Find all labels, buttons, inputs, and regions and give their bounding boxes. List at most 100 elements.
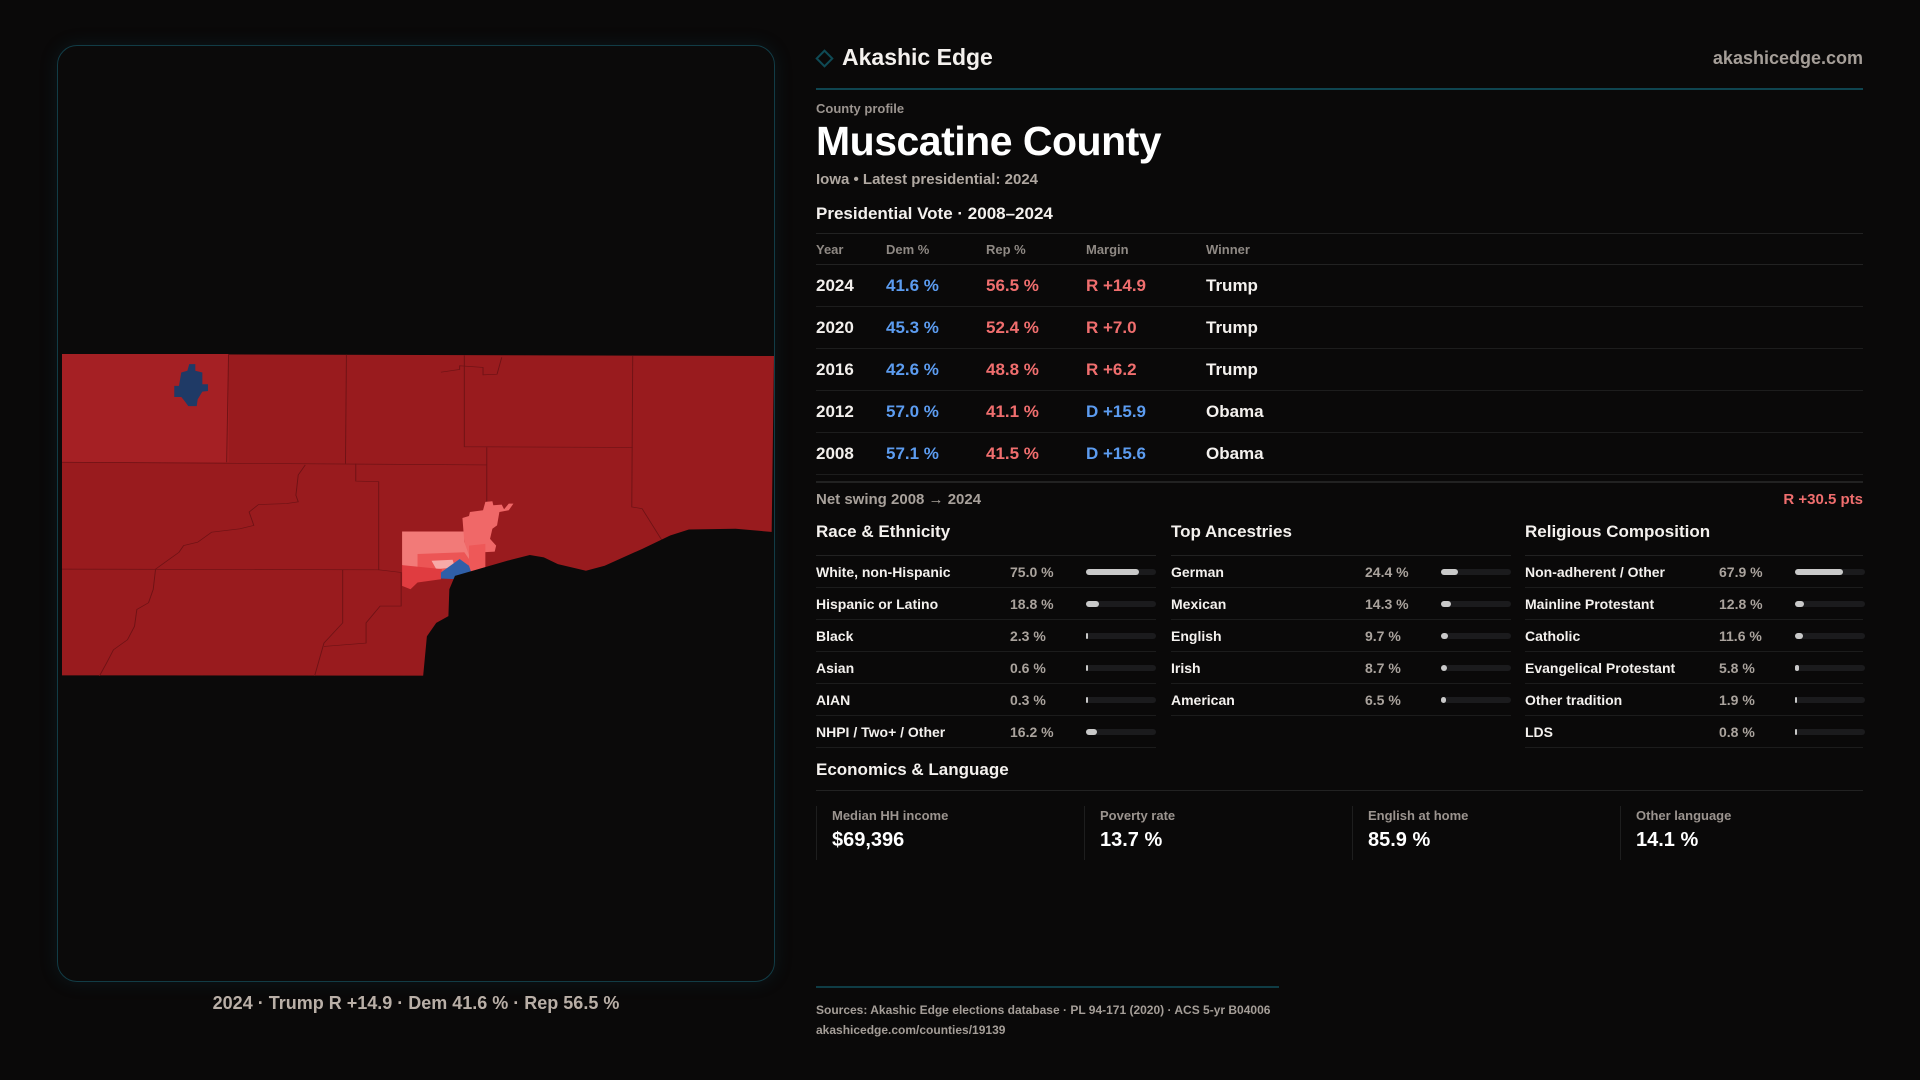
list-item: NHPI / Two+ / Other 16.2 %	[816, 716, 1156, 748]
winner-cell: Obama	[1206, 390, 1863, 433]
economics-heading: Economics & Language	[816, 760, 1863, 791]
dem-cell: 57.0 %	[886, 390, 986, 433]
bar-track	[1441, 665, 1511, 671]
bar-track	[1795, 633, 1865, 639]
item-label: American	[1171, 692, 1235, 708]
wilton-dem-area	[174, 364, 208, 407]
bar-track	[1795, 729, 1865, 735]
item-value: 24.4 %	[1365, 564, 1409, 580]
bar-fill	[1441, 569, 1459, 575]
list-item: Non-adherent / Other 67.9 %	[1525, 556, 1865, 588]
list-item: American 6.5 %	[1171, 684, 1511, 716]
item-value: 0.3 %	[1010, 692, 1046, 708]
bar-track	[1086, 729, 1156, 735]
township-boundaries	[62, 354, 664, 676]
site-link[interactable]: akashicedge.com	[1712, 48, 1863, 68]
margin-cell: D +15.6	[1086, 432, 1206, 475]
stat-card: Median HH income $69,396	[816, 806, 1066, 860]
list-item: White, non-Hispanic 75.0 %	[816, 556, 1156, 588]
item-value: 67.9 %	[1719, 564, 1763, 580]
item-label: NHPI / Two+ / Other	[816, 724, 946, 740]
bar-track	[1086, 633, 1156, 639]
list-item: AIAN 0.3 %	[816, 684, 1156, 716]
map-panel	[57, 45, 775, 982]
bar-fill	[1795, 569, 1843, 575]
mississippi-river	[423, 528, 774, 676]
item-value: 18.8 %	[1010, 596, 1054, 612]
item-value: 0.6 %	[1010, 660, 1046, 676]
list-item: Black 2.3 %	[816, 620, 1156, 652]
stat-value: $69,396	[832, 829, 905, 851]
county-link[interactable]: akashicedge.com/counties/19139	[816, 1023, 1006, 1037]
item-label: English	[1171, 628, 1222, 644]
stat-value: 13.7 %	[1100, 829, 1163, 851]
item-label: Non-adherent / Other	[1525, 564, 1666, 580]
bar-track	[1441, 633, 1511, 639]
stat-card: Poverty rate 13.7 %	[1084, 806, 1334, 860]
table-row: 2008 57.1 % 41.5 % D +15.6 Obama	[816, 432, 1863, 475]
item-value: 16.2 %	[1010, 724, 1054, 740]
item-value: 12.8 %	[1719, 596, 1763, 612]
margin-cell: R +6.2	[1086, 348, 1206, 391]
item-label: White, non-Hispanic	[816, 564, 951, 580]
bar-fill	[1086, 697, 1088, 703]
rep-cell: 56.5 %	[986, 264, 1086, 307]
brand-name: Akashic Edge	[842, 44, 993, 70]
item-value: 5.8 %	[1719, 660, 1755, 676]
bar-fill	[1441, 601, 1451, 607]
race-heading: Race & Ethnicity	[816, 520, 1156, 556]
stat-label: Poverty rate	[1100, 808, 1176, 823]
rep-cell: 48.8 %	[986, 348, 1086, 391]
item-label: Other tradition	[1525, 692, 1623, 708]
bar-fill	[1795, 601, 1804, 607]
margin-cell: R +7.0	[1086, 306, 1206, 349]
rep-cell: 41.5 %	[986, 432, 1086, 475]
column-header: Margin	[1086, 233, 1206, 265]
bar-fill	[1441, 665, 1448, 671]
city-precinct-east	[468, 543, 486, 573]
economics-cards: Median HH income $69,396 Poverty rate 13.7 …	[816, 806, 1863, 860]
religion-heading: Religious Composition	[1525, 520, 1863, 556]
diamond-logo-icon	[815, 49, 834, 68]
list-item: Evangelical Protestant 5.8 %	[1525, 652, 1865, 684]
bar-track	[1086, 697, 1156, 703]
bar-fill	[1795, 697, 1797, 703]
bar-fill	[1086, 633, 1088, 639]
bar-track	[1441, 601, 1511, 607]
rep-cell: 52.4 %	[986, 306, 1086, 349]
bar-fill	[1795, 633, 1804, 639]
winner-cell: Trump	[1206, 264, 1863, 307]
list-item: Mainline Protestant 12.8 %	[1525, 588, 1865, 620]
list-item: Other tradition 1.9 %	[1525, 684, 1865, 716]
column-header: Winner	[1206, 233, 1863, 265]
net-swing-label: Net swing 2008 → 2024	[816, 491, 982, 508]
item-label: Hispanic or Latino	[816, 596, 939, 612]
item-value: 11.6 %	[1719, 628, 1762, 644]
dem-cell: 41.6 %	[886, 264, 986, 307]
list-item: Catholic 11.6 %	[1525, 620, 1865, 652]
net-swing: Net swing 2008 → 2024 R +30.5 pts	[816, 481, 1863, 508]
list-item: Irish 8.7 %	[1171, 652, 1511, 684]
winner-cell: Trump	[1206, 348, 1863, 391]
stat-value: 85.9 %	[1368, 829, 1431, 851]
list-item: Hispanic or Latino 18.8 %	[816, 588, 1156, 620]
item-label: German	[1171, 564, 1224, 580]
bar-track	[1795, 697, 1865, 703]
stat-label: Median HH income	[832, 808, 949, 823]
year-cell: 2020	[816, 306, 886, 349]
column-header: Year	[816, 233, 886, 265]
dem-cell: 45.3 %	[886, 306, 986, 349]
votes-table: Year Dem % Rep % Margin Winner 2024 41.6 % 56.…	[816, 233, 1863, 475]
bar-fill	[1795, 665, 1800, 671]
votes-heading: Presidential Vote · 2008–2024	[816, 204, 1053, 223]
dem-cell: 42.6 %	[886, 348, 986, 391]
list-item: Mexican 14.3 %	[1171, 588, 1511, 620]
stat-value: 14.1 %	[1636, 829, 1699, 851]
header: Akashic Edge akashicedge.com	[815, 44, 1863, 74]
page-title: Muscatine County	[816, 118, 1162, 164]
bar-track	[1086, 569, 1156, 575]
bar-fill	[1441, 633, 1448, 639]
bar-fill	[1441, 697, 1446, 703]
item-value: 14.3 %	[1365, 596, 1409, 612]
county-precinct-map[interactable]	[62, 354, 774, 676]
